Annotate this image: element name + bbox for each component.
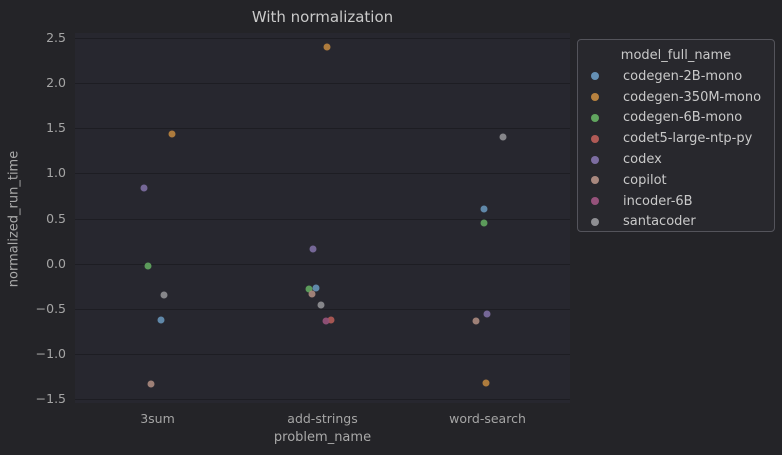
legend-items: codegen-2B-mono codegen-350M-mono codegen-… <box>586 66 766 232</box>
scatter-point-codegen-350M-mono-add-strings <box>323 43 331 51</box>
legend-swatch-icon <box>591 176 599 185</box>
legend-item-label: codegen-350M-mono <box>623 89 762 105</box>
scatter-point-codex-word-search <box>483 310 490 318</box>
y-tick-label: 2.0 <box>46 74 66 90</box>
scatter-point-codex-add-strings <box>309 245 316 253</box>
legend-item-codex: codex <box>586 149 766 170</box>
scatter-point-santacoder-word-search <box>499 133 506 141</box>
y-tick-label: 2.5 <box>46 29 66 45</box>
gridline <box>75 263 570 265</box>
legend-item-label: codet5-large-ntp-py <box>623 131 753 147</box>
legend-item-codegen-6B-mono: codegen-6B-mono <box>586 108 766 129</box>
gridline <box>75 37 570 39</box>
legend-swatch-icon <box>591 72 599 81</box>
legend-item-codet5-large-ntp-py: codet5-large-ntp-py <box>586 128 766 149</box>
gridline <box>75 82 570 84</box>
legend-item-label: copilot <box>623 172 667 188</box>
legend-title: model_full_name <box>620 48 732 63</box>
gridline <box>75 128 570 129</box>
legend: model_full_name codegen-2B-mono codegen-3… <box>577 39 775 232</box>
legend-swatch-icon <box>591 217 599 226</box>
scatter-point-codegen-350M-mono-3sum <box>168 130 175 138</box>
gridline <box>75 173 570 175</box>
legend-item-label: incoder-6B <box>623 193 693 209</box>
legend-item-label: santacoder <box>623 214 696 230</box>
scatter-point-codegen-350M-mono-word-search <box>482 379 490 387</box>
y-tick-label: −1.5 <box>35 391 66 407</box>
y-tick-label: 1.5 <box>46 120 66 135</box>
legend-swatch-icon <box>591 197 599 206</box>
gridline <box>75 308 570 310</box>
legend-swatch-icon <box>591 134 599 143</box>
gridline <box>75 399 570 401</box>
legend-swatch-icon <box>591 113 599 122</box>
y-tick-label: −1.0 <box>35 346 66 362</box>
y-tick-label: 0.5 <box>46 210 66 226</box>
scatter-point-codegen-2B-mono-add-strings <box>312 284 320 292</box>
y-tick-label: −0.5 <box>35 300 66 316</box>
legend-item-santacoder: santacoder <box>586 212 766 233</box>
x-tick-label: 3sum <box>140 411 175 426</box>
scatter-point-codegen-6B-mono-add-strings <box>305 285 313 293</box>
scatter-point-copilot-3sum <box>147 380 154 388</box>
scatter-point-incoder-6B-add-strings <box>322 317 329 325</box>
scatter-point-codex-3sum <box>140 184 147 192</box>
x-tick-label: word-search <box>449 411 526 426</box>
legend-item-label: codegen-6B-mono <box>623 110 743 126</box>
gridline <box>75 218 570 220</box>
legend-item-incoder-6B: incoder-6B <box>586 191 766 212</box>
scatter-point-copilot-add-strings <box>308 290 315 297</box>
y-tick-label: 1.0 <box>46 165 66 181</box>
gridline <box>75 354 570 356</box>
legend-swatch-icon <box>591 93 599 102</box>
scatter-point-santacoder-add-strings <box>317 301 324 309</box>
legend-item-codegen-2B-mono: codegen-2B-mono <box>586 66 766 87</box>
x-tick-label: add-strings <box>287 411 358 426</box>
plot-area <box>75 33 570 403</box>
scatter-point-codegen-6B-mono-3sum <box>144 262 151 270</box>
legend-item-label: codex <box>623 152 662 168</box>
scatter-point-codet5-large-ntp-py-add-strings <box>327 316 334 324</box>
legend-item-copilot: copilot <box>586 170 766 191</box>
scatter-point-santacoder-3sum <box>160 291 168 299</box>
legend-swatch-icon <box>591 155 599 164</box>
scatter-point-copilot-word-search <box>472 317 479 325</box>
scatter-point-codegen-2B-mono-word-search <box>480 205 487 213</box>
y-tick-label: 0.0 <box>46 255 66 271</box>
legend-item-label: codegen-2B-mono <box>623 68 743 84</box>
chart-title: With normalization <box>251 8 394 26</box>
legend-item-codegen-350M-mono: codegen-350M-mono <box>586 87 766 108</box>
scatter-point-codegen-2B-mono-3sum <box>157 316 164 324</box>
scatter-point-codegen-6B-mono-word-search <box>480 219 488 227</box>
x-axis-label: problem_name <box>273 430 372 445</box>
